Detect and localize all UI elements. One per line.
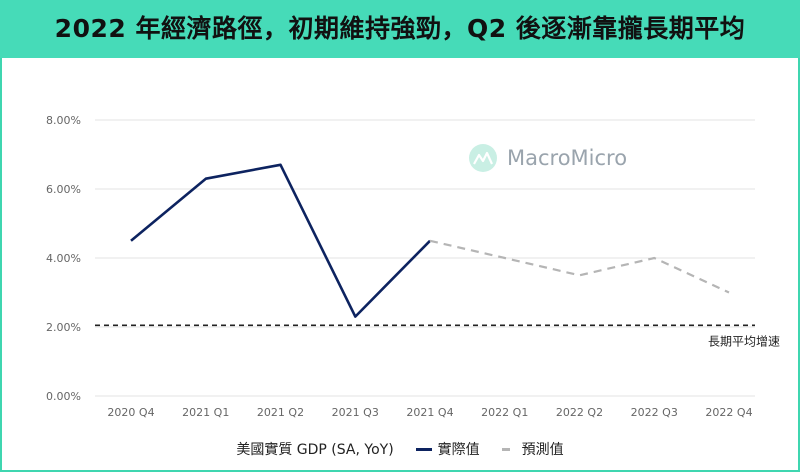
watermark-text: MacroMicro xyxy=(507,146,627,170)
x-tick-label: 2021 Q2 xyxy=(257,406,304,419)
chart-title: 2022 年經濟路徑，初期維持強勁，Q2 後逐漸靠攏長期平均 xyxy=(54,14,746,43)
y-tick-label: 8.00% xyxy=(46,114,81,127)
actual-line-swatch xyxy=(415,447,432,451)
y-tick-label: 2.00% xyxy=(46,321,81,334)
y-tick-label: 0.00% xyxy=(46,390,81,403)
legend: 美國實質 GDP (SA, YoY) 實際值 預測值 xyxy=(0,436,800,462)
reference-line-label: 長期平均增速 xyxy=(708,334,780,348)
x-tick-label: 2021 Q4 xyxy=(406,406,453,419)
legend-item-forecast[interactable]: 預測值 xyxy=(501,439,564,459)
watermark-chart-glyph-icon xyxy=(473,151,494,165)
x-tick-label: 2020 Q4 xyxy=(107,406,154,419)
forecast-dash-swatch xyxy=(501,447,510,451)
line-chart: MacroMicro 0.00% 2.00% 4.00% 6.00% 8.00% 2020 … xyxy=(46,114,780,419)
watermark-logo-icon xyxy=(469,144,497,172)
legend-item-actual[interactable]: 實際值 xyxy=(415,439,480,459)
legend-title: 美國實質 GDP (SA, YoY) xyxy=(236,442,394,458)
y-tick-label: 4.00% xyxy=(46,252,81,265)
y-tick-label: 6.00% xyxy=(46,183,81,196)
forecast-series-line xyxy=(429,239,730,294)
x-tick-label: 2021 Q1 xyxy=(182,406,229,419)
x-tick-label: 2022 Q4 xyxy=(705,406,752,419)
x-tick-label: 2022 Q2 xyxy=(556,406,603,419)
legend-forecast-label: 預測值 xyxy=(521,442,564,458)
x-tick-label: 2022 Q3 xyxy=(631,406,678,419)
chart-area: MacroMicro 0.00% 2.00% 4.00% 6.00% 8.00% 2020 … xyxy=(0,58,800,472)
legend-actual-label: 實際值 xyxy=(437,442,480,458)
actual-series-line xyxy=(130,163,431,318)
x-tick-label: 2022 Q1 xyxy=(481,406,528,419)
title-bar: 2022 年經濟路徑，初期維持強勁，Q2 後逐漸靠攏長期平均 xyxy=(0,0,800,58)
x-tick-label: 2021 Q3 xyxy=(332,406,379,419)
